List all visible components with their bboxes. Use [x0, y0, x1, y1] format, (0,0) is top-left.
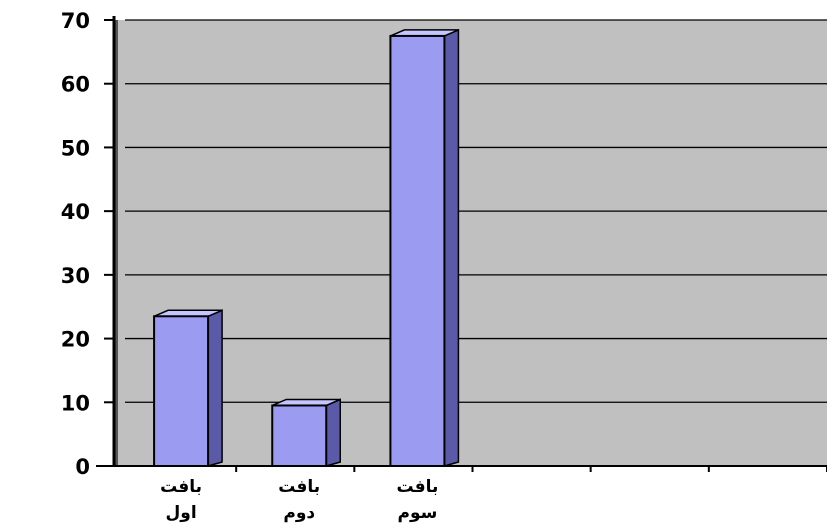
x-tick-label: سوم — [397, 503, 437, 523]
bar-side-face — [325, 398, 341, 467]
y-tick-label: 60 — [61, 73, 90, 97]
y-tick-label: 70 — [61, 9, 90, 33]
y-tick-label: 10 — [61, 391, 90, 415]
bar-side-face — [443, 28, 460, 467]
y-tick-label: 30 — [61, 264, 90, 288]
bar-front-face — [153, 315, 210, 467]
bar-side-face — [207, 309, 223, 467]
bar — [389, 28, 460, 468]
y-tick-label: 40 — [61, 200, 90, 224]
x-tick-label: بافت — [278, 477, 320, 497]
x-tick-label: بافت — [396, 477, 438, 497]
bar — [153, 309, 223, 467]
y-tick-label: 50 — [61, 136, 90, 160]
x-tick-label: بافت — [160, 477, 202, 497]
bar-front-face — [271, 404, 328, 468]
gridlines — [125, 19, 827, 403]
plot-background — [118, 20, 827, 466]
bar-front-face — [389, 34, 446, 468]
y-axis-wall — [114, 20, 118, 466]
bar — [271, 398, 341, 468]
y-tick-label: 0 — [75, 455, 90, 479]
bars — [153, 28, 460, 468]
y-axis: 0 10 20 30 40 50 60 70 — [61, 9, 118, 479]
x-tick-label: اول — [166, 503, 197, 523]
y-tick-label: 20 — [61, 328, 90, 352]
x-tick-label: دوم — [283, 503, 315, 523]
x-axis: بافت اول بافت دوم بافت سوم — [96, 465, 827, 523]
